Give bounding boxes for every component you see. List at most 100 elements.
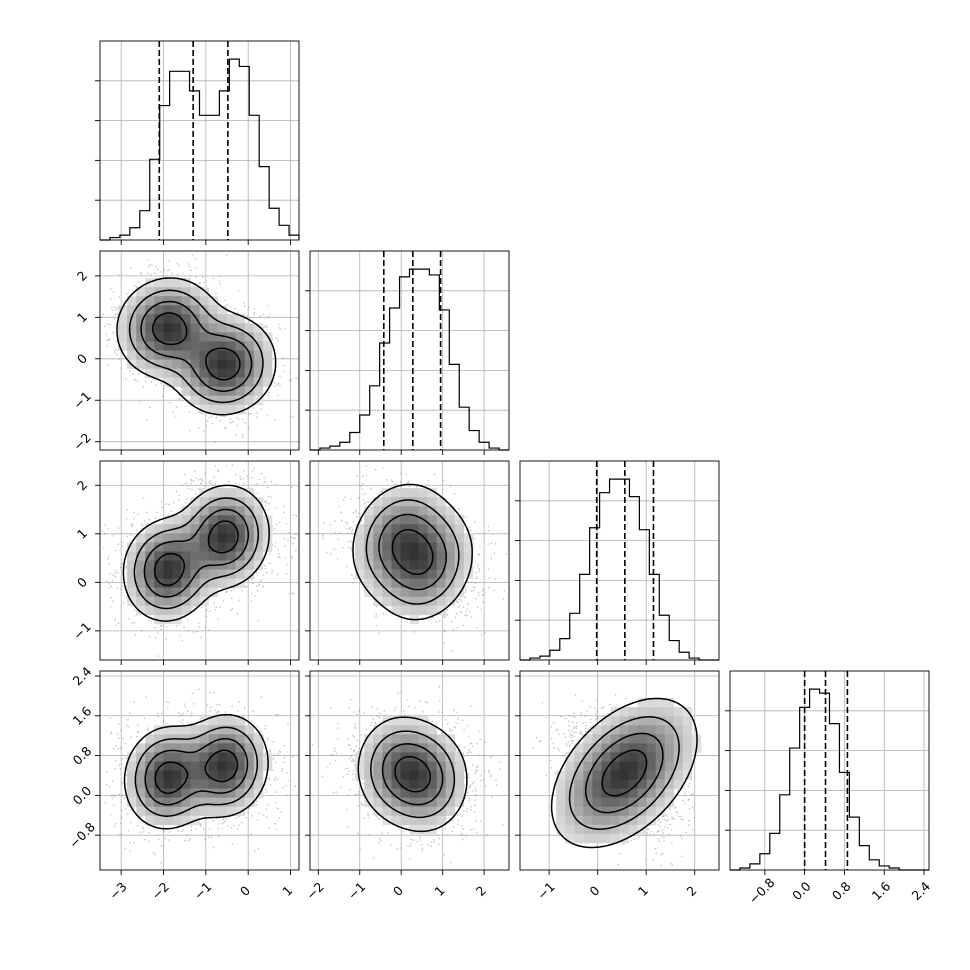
density-cell	[445, 587, 456, 598]
density-cell	[436, 506, 447, 516]
density-cell	[427, 515, 438, 525]
density-cell	[583, 743, 593, 753]
density-cell	[637, 734, 648, 744]
density-cell	[217, 524, 228, 534]
density-cell	[391, 605, 401, 616]
density-cell	[364, 734, 374, 744]
density-cell	[436, 542, 447, 552]
density-cell	[382, 752, 392, 762]
density-cell	[181, 368, 191, 379]
density-cell	[199, 761, 209, 771]
y-tick-label: 2	[74, 477, 90, 493]
density-cell	[373, 578, 383, 589]
density-cell	[172, 596, 182, 607]
density-cell	[208, 350, 218, 360]
density-cell	[253, 368, 264, 379]
density-cell	[145, 605, 155, 616]
density-cell	[355, 533, 365, 543]
density-cell	[382, 569, 392, 579]
density-cell	[454, 515, 465, 525]
density-cell	[226, 770, 237, 780]
density-cell	[391, 488, 401, 498]
density-cell	[391, 560, 401, 570]
density-cell	[163, 614, 173, 625]
density-cell	[646, 797, 657, 808]
density-cell	[190, 341, 200, 351]
density-cell	[145, 797, 155, 808]
density-cell	[610, 752, 620, 762]
density-cell	[163, 305, 173, 315]
density-cell	[592, 806, 602, 817]
density-cell	[172, 605, 182, 616]
density-cell	[409, 725, 419, 735]
density-cell	[418, 569, 428, 579]
density-cell	[655, 716, 666, 726]
density-cell	[382, 497, 392, 507]
density-cell	[208, 788, 218, 799]
density-cell	[391, 506, 401, 516]
density-cell	[145, 296, 155, 306]
density-cell	[181, 779, 191, 789]
density-cell	[628, 770, 638, 780]
density-cell	[244, 323, 255, 333]
density-cell	[190, 350, 200, 360]
density-cell	[217, 359, 228, 369]
density-cell	[400, 743, 410, 753]
panel-frame	[309, 250, 510, 451]
density-cell	[145, 596, 155, 607]
density-cell	[190, 506, 200, 516]
density-cell	[637, 752, 648, 762]
density-cell	[127, 350, 137, 360]
density-cell	[391, 797, 401, 808]
density-panel-0-1: −2 −1 0 1 2	[70, 250, 300, 455]
density-cell	[136, 596, 146, 607]
x-tick-label: 2	[683, 883, 699, 899]
density-cell	[190, 533, 200, 543]
density-cell	[235, 560, 246, 570]
density-cell	[655, 725, 666, 735]
density-cell	[373, 515, 383, 525]
density-cell	[235, 761, 246, 771]
density-cell	[463, 533, 474, 543]
density-cell	[172, 314, 182, 324]
density-cell	[244, 788, 255, 799]
density-cell	[400, 515, 410, 525]
density-cell	[409, 605, 419, 616]
density-content	[104, 671, 297, 864]
density-cell	[145, 359, 155, 369]
density-cell	[154, 761, 164, 771]
density-cell	[154, 359, 164, 369]
contour-line	[143, 508, 250, 598]
density-cell	[190, 359, 200, 369]
density-cell	[418, 752, 428, 762]
density-cell	[391, 533, 401, 543]
density-cell	[646, 761, 657, 771]
density-cell	[619, 743, 629, 753]
density-cell	[355, 761, 365, 771]
density-cell	[199, 533, 209, 543]
y-tick-label: −1	[70, 388, 94, 412]
x-tick-label: 0.0	[789, 878, 814, 903]
density-cell	[556, 779, 566, 789]
density-cell	[574, 806, 584, 817]
density-cell	[565, 824, 575, 835]
density-cell	[253, 515, 264, 525]
density-cell	[172, 788, 182, 799]
density-cell	[400, 716, 410, 726]
density-cell	[244, 560, 255, 570]
density-cell	[199, 725, 209, 735]
density-cell	[244, 761, 255, 771]
density-cell	[136, 797, 146, 808]
density-cell	[373, 743, 383, 753]
density-cell	[664, 725, 675, 735]
density-cell	[409, 806, 419, 817]
density-cell	[244, 506, 255, 516]
density-cell	[262, 359, 273, 369]
density-cell	[409, 533, 419, 543]
density-cell	[382, 596, 392, 607]
density-cell	[391, 752, 401, 762]
density-cell	[190, 551, 200, 561]
density-cell	[628, 752, 638, 762]
contour-line	[568, 716, 680, 830]
histogram-panel-0	[95, 40, 300, 245]
